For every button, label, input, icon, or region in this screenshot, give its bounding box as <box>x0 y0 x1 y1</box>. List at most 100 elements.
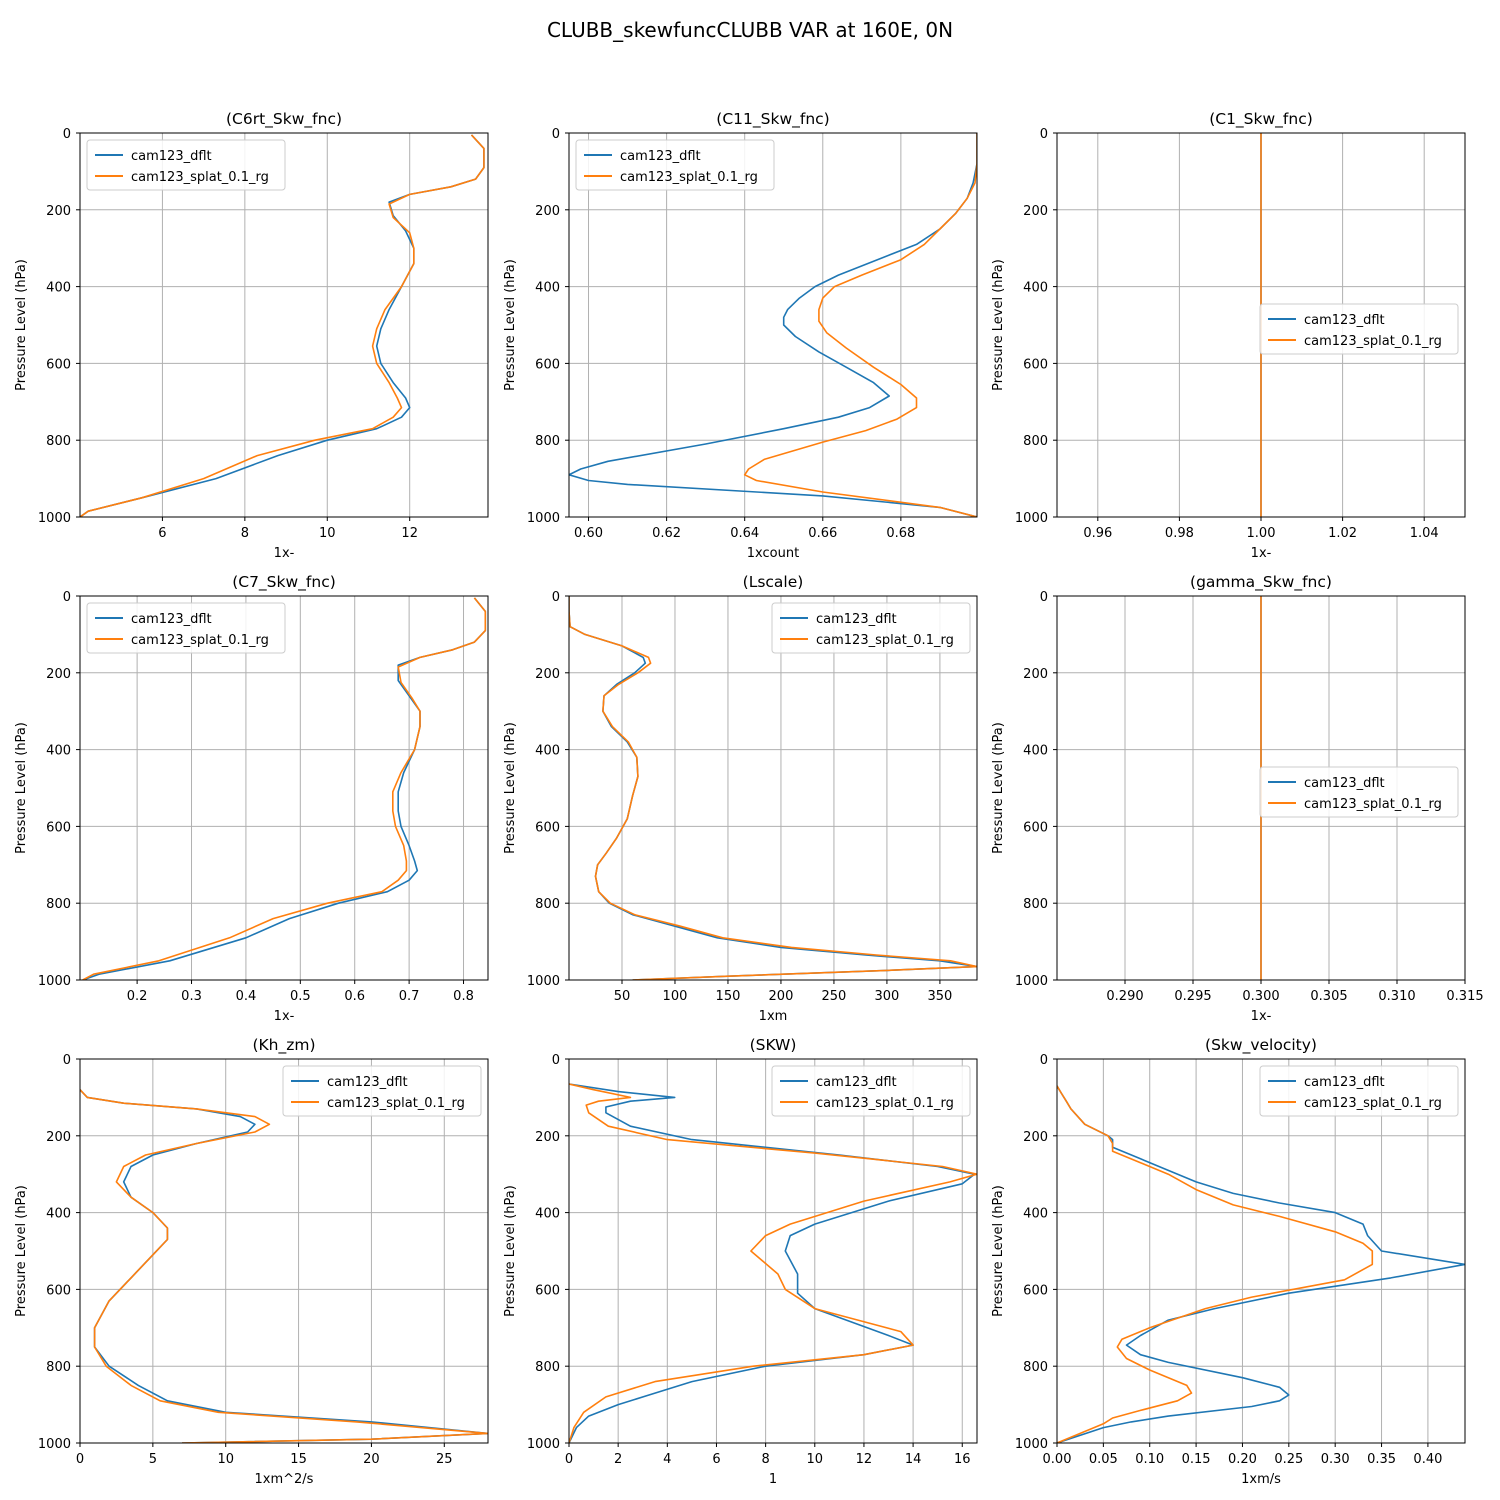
x-tick-label: 1.02 <box>1328 526 1357 541</box>
legend: cam123_dflt cam123_splat_0.1_rg <box>86 139 286 191</box>
y-tick-label: 1000 <box>38 974 71 989</box>
y-tick-label: 0 <box>552 1053 560 1068</box>
x-axis-label: 1 <box>769 1472 777 1487</box>
legend-entry-label: cam123_dflt <box>816 612 897 627</box>
panels-container: 6 8 10 1202004006008001000(C6rt_Skw_fnc)1x-… <box>14 110 1484 1487</box>
series-line-cam123-splat-0-1-rg <box>743 133 977 517</box>
legend: cam123_dflt cam123_splat_0.1_rg <box>86 602 286 654</box>
legend-box <box>1259 1065 1459 1117</box>
x-axis-label: 1x- <box>1251 1009 1272 1024</box>
y-tick-label: 200 <box>46 667 71 682</box>
x-tick-label: 4 <box>663 1452 671 1467</box>
y-tick-label: 600 <box>46 357 71 372</box>
y-axis-label: Pressure Level (hPa) <box>991 259 1006 391</box>
y-tick-label: 600 <box>1023 820 1048 835</box>
x-tick-label: 150 <box>716 989 741 1004</box>
y-tick-label: 0 <box>1040 590 1048 605</box>
figure-title: CLUBB_skewfuncCLUBB VAR at 160E, 0N <box>547 18 953 42</box>
y-tick-label: 1000 <box>1015 1437 1048 1452</box>
y-tick-label: 800 <box>46 897 71 912</box>
x-tick-label: 20 <box>363 1452 380 1467</box>
legend-entry-label: cam123_splat_0.1_rg <box>1304 797 1442 812</box>
y-axis-label: Pressure Level (hPa) <box>503 1185 518 1317</box>
chart-panel-2: 0.60 0.62 0.64 0.66 0.68 0 200 400 600 800 1000 (C1… <box>503 110 978 561</box>
x-tick-label: 0.7 <box>399 989 420 1004</box>
y-tick-label: 600 <box>46 820 71 835</box>
x-tick-label: 0.6 <box>344 989 365 1004</box>
x-tick-label: 0.5 <box>290 989 311 1004</box>
legend-entry-label: cam123_dflt <box>816 1075 897 1090</box>
legend-box <box>86 139 286 191</box>
x-axis-label: 1xm/s <box>1241 1472 1281 1487</box>
x-tick-label: 10 <box>217 1452 234 1467</box>
chart-panel-5: 50 100 150 200 250 300 350 0 200 400 600 800 1000 (Ls… <box>503 573 978 1024</box>
x-axis-label: 1x- <box>1251 546 1272 561</box>
y-tick-label: 600 <box>535 357 560 372</box>
x-tick-label: 1.04 <box>1410 526 1439 541</box>
x-tick-label: 12 <box>856 1452 873 1467</box>
series-line-cam123-splat-0-1-rg <box>82 597 487 980</box>
x-axis-label: 1xm <box>759 1009 788 1024</box>
legend-box <box>575 139 775 191</box>
legend-box <box>1259 303 1459 355</box>
legend-entry-label: cam123_dflt <box>620 149 701 164</box>
legend-entry-label: cam123_dflt <box>131 149 212 164</box>
y-tick-label: 600 <box>1023 357 1048 372</box>
x-tick-label: 6 <box>158 526 166 541</box>
legend-box <box>771 1065 971 1117</box>
y-axis-label: Pressure Level (hPa) <box>14 259 29 391</box>
series-line-cam123-splat-0-1-rg <box>569 596 977 980</box>
y-tick-label: 200 <box>1023 1130 1048 1145</box>
axes-frame <box>568 1058 978 1444</box>
legend-entry-label: cam123_dflt <box>1304 776 1385 791</box>
y-axis-label: Pressure Level (hPa) <box>14 1185 29 1317</box>
y-tick-label: 200 <box>535 1130 560 1145</box>
legend-box <box>771 602 971 654</box>
x-tick-label: 1.00 <box>1247 526 1276 541</box>
y-tick-label: 0 <box>1040 1053 1048 1068</box>
chart-title: (C7_Skw_fnc) <box>232 573 336 592</box>
y-tick-label: 0 <box>63 1053 71 1068</box>
chart-panel-3: 0.96 0.98 1.00 1.02 1.04 0 200 400 600 800 1000 (C1… <box>991 110 1466 561</box>
series-line-cam123-splat-0-1-rg <box>1057 1085 1374 1443</box>
x-tick-label: 10 <box>319 526 336 541</box>
legend: cam123_dflt cam123_splat_0.1_rg <box>1259 303 1459 355</box>
y-tick-label: 1000 <box>527 1437 560 1452</box>
y-tick-label: 400 <box>1023 1207 1048 1222</box>
y-tick-label: 600 <box>1023 1283 1048 1298</box>
y-tick-label: 200 <box>1023 667 1048 682</box>
y-tick-label: 200 <box>46 204 71 219</box>
y-axis-label: Pressure Level (hPa) <box>503 722 518 854</box>
y-axis-label: Pressure Level (hPa) <box>991 722 1006 854</box>
x-tick-label: 200 <box>769 989 794 1004</box>
chart-panel-4: 0.2 0.3 0.4 0.5 0.6 0.7 0.8 0 200 400 600 800 1000 (C… <box>14 573 489 1024</box>
x-tick-label: 14 <box>905 1452 922 1467</box>
chart-title: (Skw_velocity) <box>1205 1036 1317 1055</box>
x-tick-label: 0.05 <box>1089 1452 1118 1467</box>
legend-entry-label: cam123_splat_0.1_rg <box>1304 1096 1442 1111</box>
x-tick-label: 0.20 <box>1228 1452 1257 1467</box>
legend-entry-label: cam123_dflt <box>327 1075 408 1090</box>
x-tick-label: 0.290 <box>1106 989 1143 1004</box>
legend: cam123_dflt cam123_splat_0.1_rg <box>282 1065 482 1117</box>
y-tick-label: 1000 <box>1015 974 1048 989</box>
legend-entry-label: cam123_dflt <box>131 612 212 627</box>
x-tick-label: 0 <box>565 1452 573 1467</box>
y-tick-label: 400 <box>535 281 560 296</box>
y-tick-label: 800 <box>535 1360 560 1375</box>
y-axis-label: Pressure Level (hPa) <box>991 1185 1006 1317</box>
series-line-cam123-splat-0-1-rg <box>80 1089 488 1443</box>
x-tick-label: 250 <box>822 989 847 1004</box>
x-tick-label: 350 <box>927 989 952 1004</box>
chart-panel-8: 0 2 4 6 8 10 12 14 16 0 200 400 600 800 1000 (SKW) 1 Pres… <box>503 1036 978 1487</box>
chart-title: (gamma_Skw_fnc) <box>1190 573 1332 592</box>
x-tick-label: 6 <box>712 1452 720 1467</box>
legend-entry-label: cam123_splat_0.1_rg <box>816 1096 954 1111</box>
chart-title: (C6rt_Skw_fnc) <box>226 110 342 129</box>
x-axis-label: 1x- <box>274 1009 295 1024</box>
y-tick-label: 1000 <box>38 511 71 526</box>
y-tick-label: 800 <box>535 434 560 449</box>
x-tick-label: 16 <box>954 1452 971 1467</box>
chart-panel-1: 6 8 10 12 0 200 400 600 800 1000 (C6rt_Skw_fnc) 1x-… <box>14 110 489 561</box>
